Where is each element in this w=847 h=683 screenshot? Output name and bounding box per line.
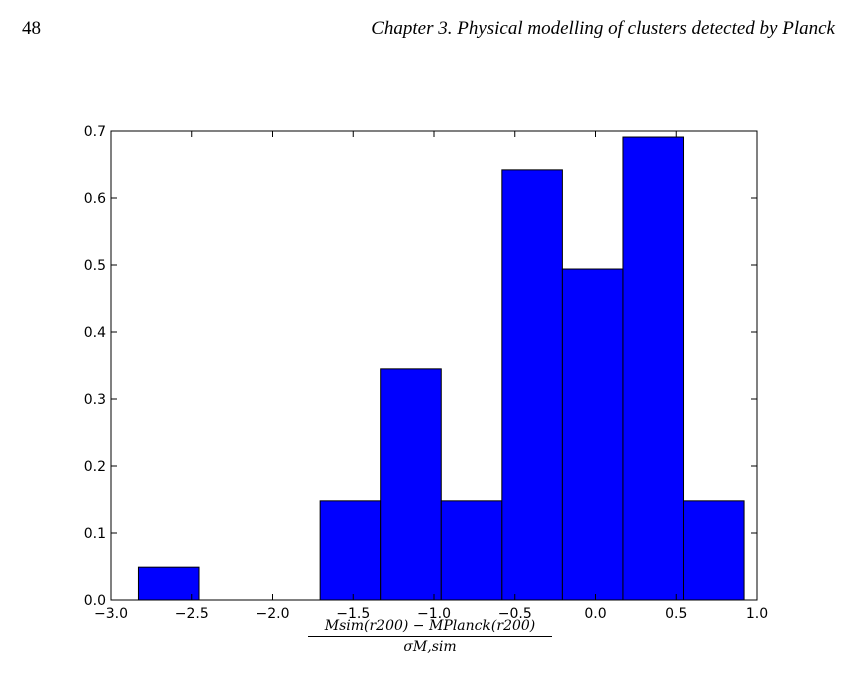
y-tick-label: 0.2 (84, 459, 106, 475)
x-axis-label: Msim(r200) − MPlanck(r200) σM,sim (300, 618, 560, 655)
x-axis-label-numerator: Msim(r200) − MPlanck(r200) (324, 618, 536, 634)
x-axis-label-denominator: σM,sim (403, 639, 457, 655)
x-tick-label: 1.0 (746, 606, 768, 622)
histogram-bar (561, 268, 624, 601)
page-number: 48 (22, 18, 41, 39)
running-header: Chapter 3. Physical modelling of cluster… (371, 18, 835, 39)
histogram-bar (622, 136, 685, 601)
x-tick-label: 0.5 (665, 606, 687, 622)
x-tick-label: 0.0 (584, 606, 606, 622)
y-tick-label: 0.3 (84, 392, 106, 408)
x-tick-label: −2.0 (256, 606, 290, 622)
fraction-bar (308, 636, 552, 637)
y-tick-label: 0.7 (84, 124, 106, 140)
y-tick-label: 0.0 (84, 593, 106, 609)
x-tick-label: −0.5 (498, 606, 532, 622)
y-tick-label: 0.4 (84, 325, 106, 341)
x-tick-label: −1.5 (336, 606, 370, 622)
x-tick-label: −1.0 (417, 606, 451, 622)
histogram-bar (683, 500, 745, 601)
x-tick-label: −2.5 (175, 606, 209, 622)
y-tick-label: 0.5 (84, 258, 106, 274)
histogram-bar (440, 500, 503, 601)
y-tick-label: 0.6 (84, 191, 106, 207)
plot-frame (110, 130, 758, 601)
histogram-bars (137, 136, 745, 601)
axis-ticks: −3.0 −2.5 −2.0 −1.5 −1.0 −0.5 0.0 0.5 1.0 0.0 0.1 0… (84, 124, 768, 622)
x-tick-label: −3.0 (94, 606, 128, 622)
histogram-bar (501, 169, 563, 601)
histogram-bar (137, 566, 200, 601)
histogram-bar (319, 500, 382, 601)
histogram-bar (380, 368, 442, 601)
y-tick-label: 0.1 (84, 526, 106, 542)
